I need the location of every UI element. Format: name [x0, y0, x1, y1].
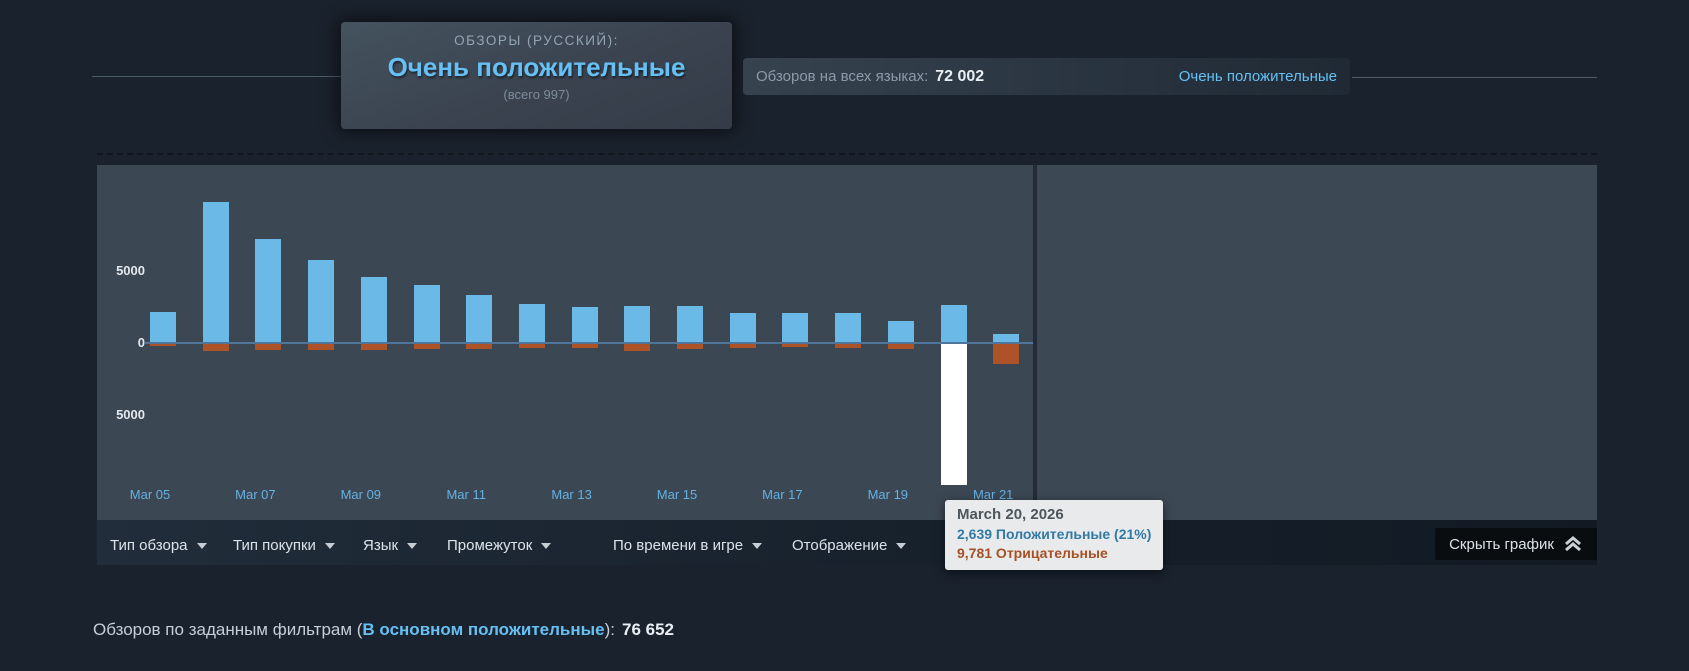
- chart-tooltip: March 20, 2026 2,639 Положительные (21%)…: [945, 500, 1164, 570]
- bar-negative[interactable]: [782, 344, 809, 348]
- caret-down-icon: [896, 542, 907, 549]
- x-axis-label: Mar 09: [340, 487, 382, 502]
- graph-top-dashed-border: [97, 153, 1597, 155]
- x-axis-label: Mar 15: [656, 487, 698, 502]
- panel-divider: [1033, 165, 1037, 520]
- bar-negative[interactable]: [624, 344, 651, 351]
- filter-language-label: Язык: [363, 537, 399, 554]
- caret-down-icon: [324, 542, 335, 549]
- chart-plot: 5000 0 5000 Mar 05 Mar 07 Mar 09 Mar 11 Mar 13 M…: [97, 165, 1033, 520]
- filtered-summary-suffix: ):: [604, 620, 615, 639]
- filter-display-label: Отображение: [792, 537, 888, 554]
- all-languages-bar: Обзоров на всех языках: 72 002 Очень пол…: [743, 58, 1350, 95]
- bar-negative[interactable]: [729, 344, 756, 348]
- filter-bar: [97, 520, 1597, 565]
- all-languages-label: Обзоров на всех языках:: [756, 68, 929, 85]
- bar-negative[interactable]: [835, 344, 862, 348]
- filtered-reviews-count: 76 652: [622, 620, 674, 639]
- caret-down-icon: [407, 542, 418, 549]
- filter-purchase-type[interactable]: Тип покупки: [233, 537, 335, 554]
- bar-negative[interactable]: [518, 344, 545, 349]
- caret-down-icon: [196, 542, 207, 549]
- bar-positive[interactable]: [360, 276, 387, 343]
- filter-playtime[interactable]: По времени в игре: [613, 537, 763, 554]
- x-axis-label: Mar 13: [551, 487, 592, 502]
- bar-positive[interactable]: [571, 307, 598, 343]
- bar-positive[interactable]: [255, 239, 282, 343]
- filter-purchase-type-label: Тип покупки: [233, 537, 316, 554]
- bar-negative[interactable]: [571, 344, 598, 348]
- filter-date-range-label: Промежуток: [447, 537, 533, 554]
- filtered-reviews-summary: Обзоров по заданным фильтрам (В основном…: [93, 620, 674, 640]
- all-languages-count: 72 002: [935, 67, 985, 85]
- bar-positive[interactable]: [940, 305, 967, 343]
- bar-positive[interactable]: [677, 305, 703, 343]
- bar-positive[interactable]: [729, 312, 756, 343]
- bar-negative[interactable]: [360, 344, 387, 350]
- bar-positive[interactable]: [150, 312, 176, 343]
- x-axis-label: Mar 07: [235, 487, 276, 502]
- bar-negative[interactable]: [887, 344, 914, 349]
- bar-negative[interactable]: [255, 344, 282, 350]
- x-axis-label: Mar 17: [762, 487, 803, 502]
- bar-negative[interactable]: [150, 344, 176, 347]
- bar-negative-highlighted[interactable]: [940, 344, 967, 485]
- bar-positive[interactable]: [887, 321, 914, 343]
- y-axis-label: 5000: [116, 407, 145, 422]
- bar-negative[interactable]: [993, 344, 1020, 365]
- bar-negative[interactable]: [413, 344, 440, 349]
- bar-positive[interactable]: [466, 294, 493, 343]
- x-axis-label: Mar 19: [867, 487, 909, 502]
- hide-graph-button[interactable]: Скрыть график: [1435, 528, 1597, 560]
- bar-positive[interactable]: [518, 304, 545, 343]
- review-score-box: ОБЗОРЫ (РУССКИЙ): Очень положительные (в…: [341, 22, 732, 129]
- bar-negative[interactable]: [308, 344, 335, 350]
- tooltip-date: March 20, 2026: [957, 506, 1064, 523]
- caret-down-icon: [752, 542, 763, 549]
- review-score-heading: ОБЗОРЫ (РУССКИЙ):: [454, 33, 619, 48]
- bar-positive[interactable]: [202, 201, 229, 343]
- review-graph-panel[interactable]: 5000 0 5000 Mar 05 Mar 07 Mar 09 Mar 11 Mar 13 M…: [97, 165, 1033, 520]
- review-score-value: Очень положительные: [387, 52, 686, 82]
- tooltip-positive: 2,639 Положительные (21%): [957, 526, 1152, 542]
- filtered-summary-score: В основном положительные: [362, 620, 605, 639]
- bar-positive[interactable]: [782, 312, 809, 343]
- x-axis-zero-line: [145, 342, 1033, 344]
- bar-positive[interactable]: [413, 285, 440, 343]
- x-axis-label: Mar 05: [129, 487, 171, 502]
- review-score-total: (всего 997): [503, 87, 570, 102]
- bar-positive[interactable]: [308, 259, 335, 343]
- hide-graph-label: Скрыть график: [1449, 535, 1554, 553]
- y-axis-label: 0: [137, 335, 145, 350]
- graph-right-panel: [1037, 165, 1597, 520]
- filter-display[interactable]: Отображение: [792, 537, 907, 554]
- x-axis-label: Mar 11: [446, 487, 486, 502]
- top-divider-right: [1352, 77, 1597, 78]
- bar-negative[interactable]: [202, 344, 229, 351]
- filter-playtime-label: По времени в игре: [613, 537, 744, 554]
- filter-date-range[interactable]: Промежуток: [447, 537, 552, 554]
- filter-language[interactable]: Язык: [363, 537, 418, 554]
- bar-positive[interactable]: [624, 305, 651, 343]
- caret-down-icon: [541, 542, 552, 549]
- filtered-summary-prefix: Обзоров по заданным фильтрам (: [93, 620, 363, 639]
- y-axis-label: 5000: [116, 263, 145, 278]
- bar-negative[interactable]: [677, 344, 703, 349]
- double-chevron-up-icon: [1564, 536, 1581, 552]
- tooltip-negative: 9,781 Отрицательные: [957, 545, 1108, 561]
- filter-review-type[interactable]: Тип обзора: [110, 537, 207, 554]
- all-languages-score: Очень положительные: [1178, 68, 1337, 85]
- top-divider-left: [92, 76, 341, 77]
- filter-review-type-label: Тип обзора: [110, 537, 188, 554]
- x-axis-label: Mar 21: [972, 487, 1014, 502]
- bar-positive[interactable]: [993, 333, 1020, 343]
- bar-positive[interactable]: [835, 312, 862, 343]
- bar-negative[interactable]: [466, 344, 493, 349]
